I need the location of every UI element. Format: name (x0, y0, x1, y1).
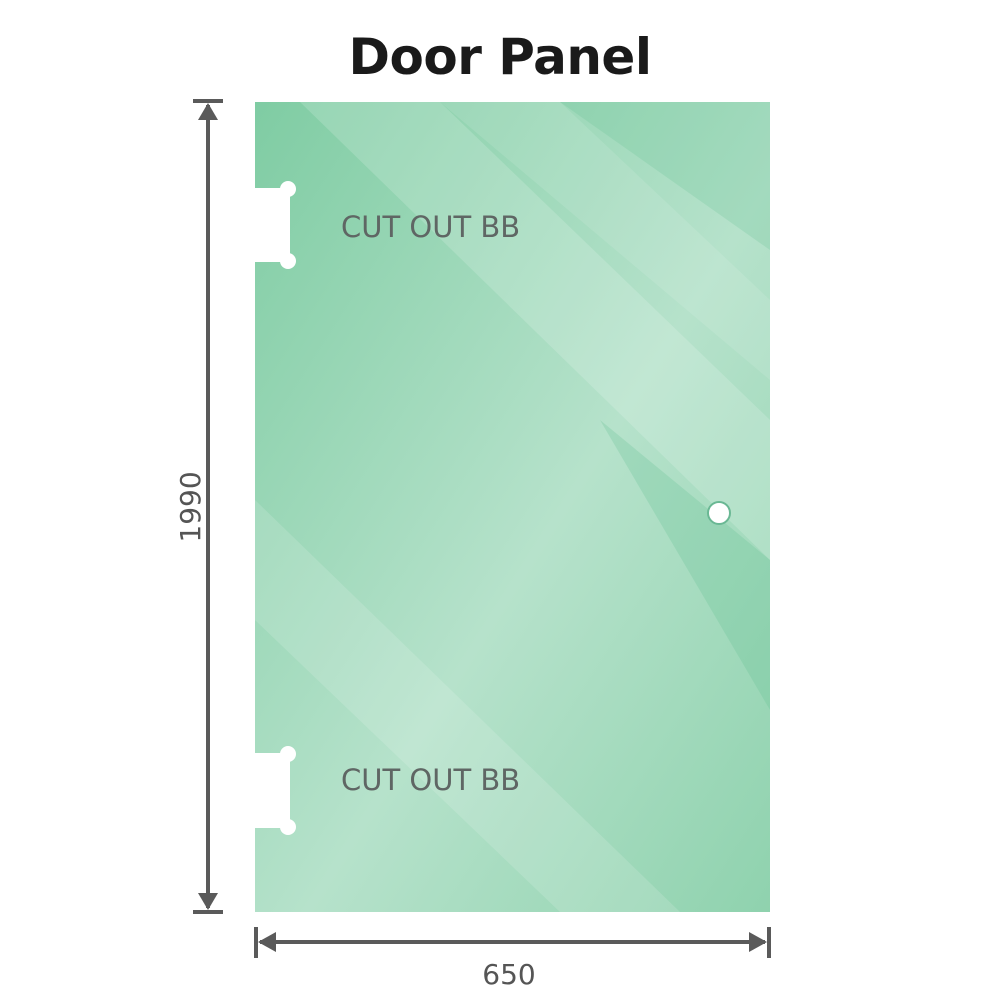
height-dimension-line (193, 99, 223, 914)
diagram-title: Door Panel (348, 28, 652, 86)
width-label: 650 (482, 958, 535, 991)
handle-hole (707, 501, 731, 525)
height-label: 1990 (174, 471, 207, 542)
width-dimension-line (254, 927, 771, 958)
glass-panel (255, 102, 770, 912)
cutout-label-bottom: CUT OUT BB (341, 763, 520, 797)
cutout-label-top: CUT OUT BB (341, 210, 520, 244)
cutout-bottom (250, 746, 296, 835)
cutout-top (250, 181, 296, 269)
